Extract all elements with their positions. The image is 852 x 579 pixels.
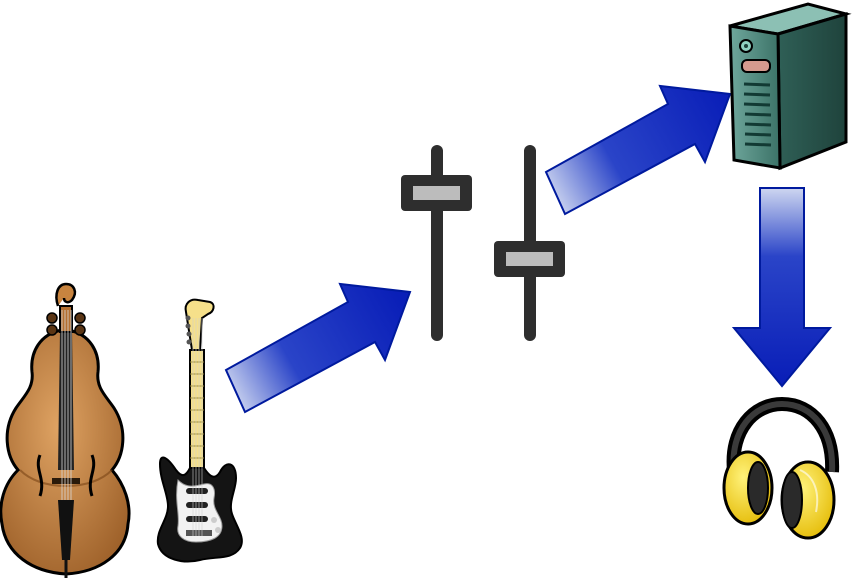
electric-guitar-icon <box>156 298 243 563</box>
arrow-icon <box>224 282 412 414</box>
edge-mixer-to-computer <box>544 84 732 216</box>
mixer-faders-icon <box>401 145 565 341</box>
double-bass-icon <box>0 282 131 578</box>
computer-tower-icon <box>728 2 852 171</box>
fader-track-left <box>431 145 443 341</box>
edge-computer-to-headphones <box>731 187 833 388</box>
arrow-icon <box>544 84 732 216</box>
edge-guitar-to-mixer <box>224 282 412 414</box>
arrow-icon <box>731 187 833 388</box>
headphones-icon <box>722 396 840 540</box>
